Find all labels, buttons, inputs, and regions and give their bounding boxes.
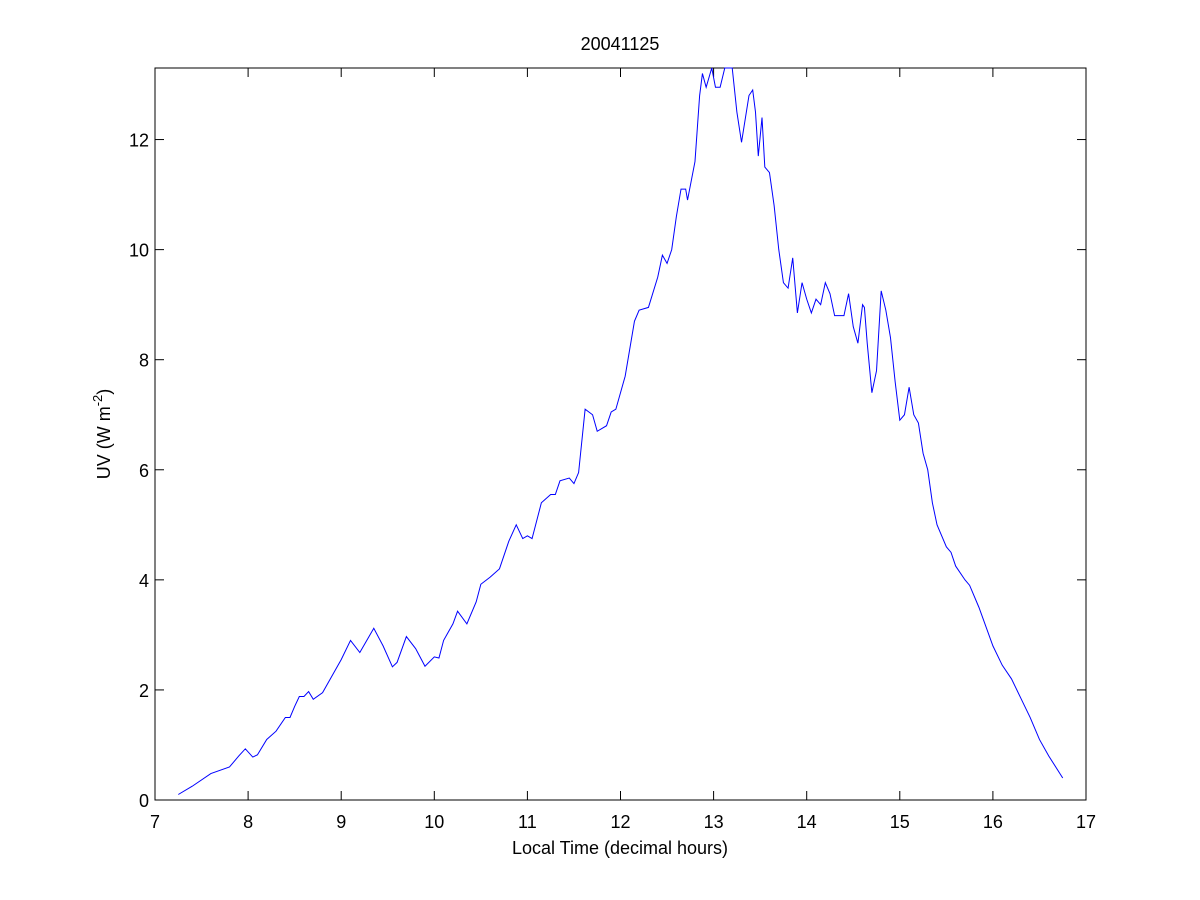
y-axis-label-end: ) <box>94 389 114 395</box>
y-tick-label: 12 <box>129 131 149 151</box>
x-tick-label: 16 <box>983 812 1003 832</box>
x-tick-label: 17 <box>1076 812 1096 832</box>
x-tick-label: 7 <box>150 812 160 832</box>
x-tick-label: 10 <box>424 812 444 832</box>
data-line <box>178 67 1064 795</box>
y-tick-label: 10 <box>129 241 149 261</box>
y-tick-label: 6 <box>139 461 149 481</box>
x-tick-label: 15 <box>890 812 910 832</box>
y-axis-label: UV (W m-2) <box>90 389 114 480</box>
x-axis-label: Local Time (decimal hours) <box>512 838 728 858</box>
x-tick-label: 12 <box>610 812 630 832</box>
y-tick-label: 4 <box>139 571 149 591</box>
chart-title: 20041125 <box>581 34 660 54</box>
x-tick-label: 9 <box>336 812 346 832</box>
y-tick-label: 0 <box>139 791 149 811</box>
y-tick-label: 8 <box>139 351 149 371</box>
x-tick-label: 8 <box>243 812 253 832</box>
y-axis-label-main: UV (W m <box>94 406 114 479</box>
x-tick-label: 11 <box>518 812 537 832</box>
y-axis-label-sup: -2 <box>90 395 105 407</box>
y-tick-label: 2 <box>139 681 149 701</box>
x-tick-label: 14 <box>797 812 817 832</box>
x-tick-label: 13 <box>704 812 724 832</box>
